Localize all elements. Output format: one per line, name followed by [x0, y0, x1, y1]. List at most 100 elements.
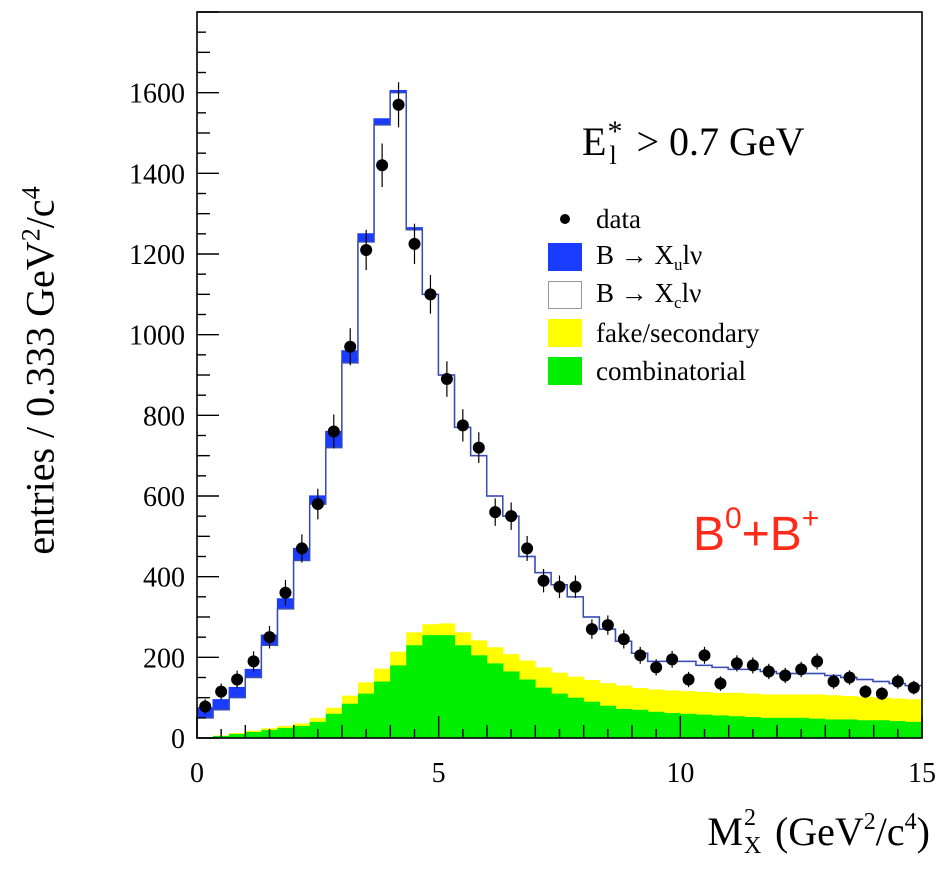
- data-point: [730, 657, 743, 670]
- xu-lnu-bin: [229, 687, 246, 698]
- combinatorial-bin: [293, 725, 311, 738]
- combinatorial-bin: [567, 697, 584, 738]
- data-point: [537, 574, 550, 587]
- combinatorial-bin: [872, 720, 890, 738]
- data-point: [472, 441, 485, 454]
- combinatorial-bin: [840, 719, 858, 738]
- sample-label: B0+B+: [693, 502, 820, 561]
- data-point: [617, 633, 630, 646]
- combinatorial-bin: [712, 715, 729, 738]
- data-point: [505, 510, 518, 523]
- y-tick-label: 1200: [129, 240, 185, 271]
- data-point: [585, 623, 598, 636]
- combinatorial-bin: [551, 693, 568, 738]
- data-point: [650, 661, 663, 674]
- data-point: [634, 649, 647, 662]
- data-point: [344, 340, 357, 353]
- combinatorial-bin: [679, 713, 697, 738]
- xu-lnu-bin: [245, 669, 262, 678]
- data-point: [666, 653, 679, 666]
- x-tick-label: 15: [908, 758, 936, 789]
- combinatorial-bin: [760, 717, 778, 738]
- legend-entry-data: data: [548, 200, 759, 238]
- data-point: [762, 665, 775, 678]
- y-tick-label: 1600: [129, 79, 185, 110]
- combinatorial-bin: [470, 655, 488, 738]
- combinatorial-bin: [438, 635, 456, 738]
- data-points: [199, 82, 920, 714]
- legend-label-xulnu: B → Xulν: [596, 239, 703, 274]
- data-point: [408, 237, 421, 250]
- data-point: [682, 673, 695, 686]
- data-point: [311, 498, 324, 511]
- legend-swatch-fake: [548, 319, 582, 347]
- data-point: [199, 700, 212, 713]
- combinatorial-bin: [631, 709, 649, 738]
- combinatorial-bin: [695, 714, 713, 738]
- combinatorial-bin: [406, 645, 423, 738]
- combinatorial-bin: [534, 687, 552, 738]
- data-point: [795, 663, 808, 676]
- xu-lnu-bin: [374, 118, 391, 125]
- y-tick-label: 600: [143, 482, 185, 513]
- combinatorial-bin: [229, 733, 246, 738]
- xc-lnu-histogram: [196, 91, 922, 738]
- xu-lnu-histogram: [197, 90, 922, 718]
- combinatorial-bin: [663, 712, 681, 738]
- x-tick-label: 0: [190, 758, 204, 789]
- data-point: [698, 649, 711, 662]
- data-point: [746, 659, 759, 672]
- data-point: [295, 542, 308, 555]
- data-point: [859, 685, 872, 698]
- combinatorial-bin: [245, 731, 262, 738]
- data-point: [553, 580, 566, 593]
- data-point: [779, 669, 792, 682]
- y-axis-label-wrap: entries / 0.333 GeV2/c4: [0, 0, 80, 740]
- legend-entry-fake: fake/secondary: [548, 314, 759, 352]
- y-tick-label: 1400: [129, 159, 185, 190]
- y-axis-label: entries / 0.333 GeV2/c4: [16, 185, 63, 555]
- legend-entry-xclnu: B → Xclν: [548, 276, 759, 314]
- legend-label-data: data: [596, 203, 641, 234]
- data-point: [424, 288, 437, 301]
- data-point: [392, 98, 405, 111]
- combinatorial-bin: [856, 720, 874, 738]
- data-point: [521, 542, 534, 555]
- y-tick-label: 200: [143, 643, 185, 674]
- legend-swatch-xulnu: [548, 243, 582, 271]
- combinatorial-bin: [422, 635, 440, 738]
- xu-lnu-outline: [197, 90, 922, 709]
- data-point: [827, 675, 840, 688]
- combinatorial-bin: [647, 711, 665, 738]
- y-tick-label: 800: [143, 401, 185, 432]
- combinatorial-bin: [486, 663, 504, 738]
- combinatorial-bin: [583, 701, 600, 738]
- data-point: [440, 373, 453, 386]
- data-point: [489, 506, 502, 519]
- data-point: [231, 673, 244, 686]
- data-point: [263, 631, 276, 644]
- combinatorial-bin: [808, 718, 826, 738]
- combinatorial-bin: [374, 681, 391, 738]
- data-point: [279, 586, 292, 599]
- combinatorial-bin: [905, 721, 922, 738]
- combinatorial-bin: [325, 713, 343, 738]
- data-point: [714, 677, 727, 690]
- legend-swatch-xclnu: [548, 281, 582, 309]
- legend-entry-xulnu: B → Xulν: [548, 238, 759, 276]
- y-tick-label: 400: [143, 563, 185, 594]
- axes-frame: 0 200 400 600 800 1000 1200 1400 1600 0 5 10 15: [129, 11, 936, 789]
- data-point: [360, 243, 373, 256]
- combinatorial-bin: [615, 708, 633, 738]
- x-tick-label: 10: [666, 758, 694, 789]
- xc-lnu-outline: [196, 91, 922, 738]
- data-point: [215, 685, 228, 698]
- combinatorial-bin: [792, 717, 810, 738]
- legend-swatch-comb: [548, 357, 582, 385]
- combinatorial-bin: [776, 717, 794, 738]
- data-point: [456, 419, 469, 432]
- data-point: [376, 159, 389, 172]
- combinatorial-bin: [502, 671, 520, 738]
